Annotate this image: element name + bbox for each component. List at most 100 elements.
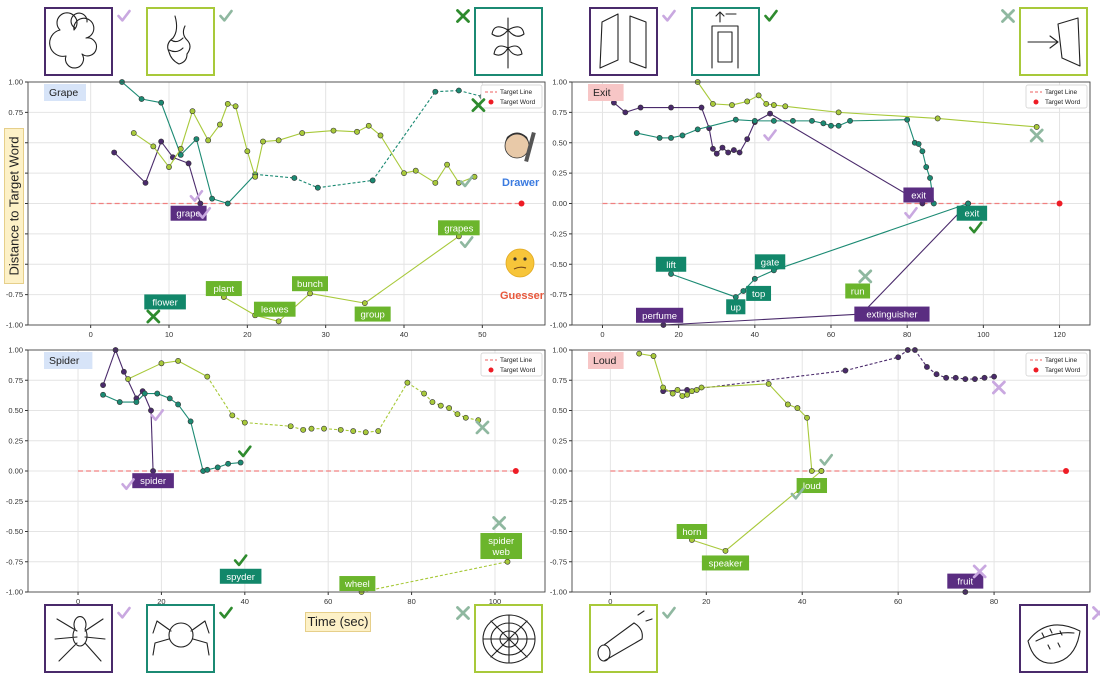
- data-point: [953, 375, 958, 380]
- x-tick-label: 0: [600, 330, 604, 339]
- word-label: spider: [488, 536, 514, 547]
- x-tick-label: 0: [89, 330, 93, 339]
- check-icon: [664, 608, 675, 617]
- data-point: [638, 105, 643, 110]
- data-point: [245, 149, 250, 154]
- data-point: [151, 144, 156, 149]
- data-point: [731, 147, 736, 152]
- data-point: [733, 117, 738, 122]
- check-icon: [119, 608, 130, 617]
- legend-item-target-line: Target Line: [500, 89, 533, 96]
- sketch-spider-teal: [147, 605, 232, 672]
- data-point: [463, 415, 468, 420]
- data-point: [752, 118, 757, 123]
- legend-item-target-line: Target Line: [1045, 357, 1078, 364]
- y-tick-label: 1.00: [8, 78, 23, 87]
- data-point: [178, 152, 183, 157]
- data-point: [260, 139, 265, 144]
- data-point: [783, 104, 788, 109]
- panel-title: Exit: [593, 87, 611, 99]
- y-tick-label: 0.50: [552, 406, 567, 415]
- legend-item-target-word: Target Word: [1045, 99, 1081, 106]
- data-point: [809, 118, 814, 123]
- data-point: [100, 392, 105, 397]
- sketch-grape-green: [147, 8, 232, 75]
- data-point: [695, 127, 700, 132]
- legend-item-target-word: Target Word: [500, 99, 536, 106]
- sketch-grape-teal: [458, 8, 543, 75]
- data-point: [276, 319, 281, 324]
- data-point: [720, 145, 725, 150]
- sketch-frame: [147, 8, 214, 75]
- data-point: [401, 171, 406, 176]
- panel-title: Grape: [49, 87, 78, 99]
- sketch-spider-purple: [45, 605, 130, 672]
- target-word-point: [519, 201, 525, 207]
- data-point: [927, 175, 932, 180]
- data-point: [155, 391, 160, 396]
- y-tick-label: -0.75: [6, 557, 23, 566]
- data-point: [139, 96, 144, 101]
- sketch-frame: [590, 605, 657, 672]
- panel-grape: 1.000.750.500.250.00-0.25-0.50-0.75-1.00…: [6, 78, 545, 340]
- data-point: [685, 392, 690, 397]
- data-point: [421, 391, 426, 396]
- data-point: [433, 180, 438, 185]
- y-tick-label: -0.25: [550, 229, 567, 238]
- data-point: [167, 396, 172, 401]
- data-point: [764, 101, 769, 106]
- data-point: [668, 135, 673, 140]
- data-point: [944, 375, 949, 380]
- data-point: [745, 137, 750, 142]
- word-label: plant: [214, 284, 235, 295]
- word-label: extinguisher: [866, 310, 917, 321]
- data-point: [804, 415, 809, 420]
- x-tick-label: 40: [751, 330, 759, 339]
- sketch-loud-purple: [1020, 605, 1100, 672]
- x-mark-icon: [458, 608, 469, 619]
- sketch-frame: [147, 605, 214, 672]
- data-point: [190, 109, 195, 114]
- data-point: [370, 178, 375, 183]
- data-point: [934, 372, 939, 377]
- data-point: [710, 101, 715, 106]
- data-point: [331, 128, 336, 133]
- x-tick-label: 80: [903, 330, 911, 339]
- data-point: [661, 385, 666, 390]
- y-tick-label: -0.75: [550, 290, 567, 299]
- panel-title: Loud: [593, 355, 617, 367]
- y-tick-label: -1.00: [6, 321, 23, 330]
- word-label: run: [851, 286, 865, 297]
- drawer-label: Drawer: [502, 177, 539, 189]
- word-label: fruit: [957, 577, 973, 588]
- word-label: exit: [911, 190, 926, 201]
- check-icon: [664, 11, 675, 20]
- y-tick-label: 0.00: [8, 467, 23, 476]
- data-point: [795, 405, 800, 410]
- check-icon: [221, 608, 232, 617]
- data-point: [131, 130, 136, 135]
- data-point: [351, 428, 356, 433]
- data-point: [836, 110, 841, 115]
- data-point: [206, 138, 211, 143]
- data-point: [752, 276, 757, 281]
- legend-item-target-line: Target Line: [1045, 89, 1078, 96]
- data-point: [321, 426, 326, 431]
- data-point: [366, 123, 371, 128]
- data-point: [699, 385, 704, 390]
- data-point: [148, 408, 153, 413]
- data-point: [733, 294, 738, 299]
- legend-dot-swatch: [1034, 368, 1039, 373]
- data-point: [668, 105, 673, 110]
- data-point: [651, 353, 656, 358]
- data-point: [1034, 124, 1039, 129]
- legend-item-target-line: Target Line: [500, 357, 533, 364]
- data-point: [444, 162, 449, 167]
- data-point: [675, 387, 680, 392]
- data-point: [125, 376, 130, 381]
- data-point: [226, 461, 231, 466]
- check-icon: [221, 11, 232, 20]
- data-point: [159, 361, 164, 366]
- x-axis-label: Time (sec): [305, 612, 371, 632]
